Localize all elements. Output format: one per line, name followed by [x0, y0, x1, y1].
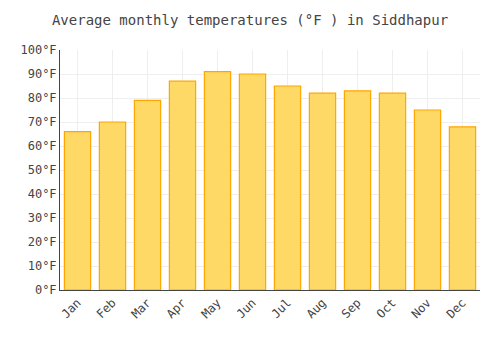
svg-text:10°F: 10°F — [28, 259, 57, 273]
svg-text:Feb: Feb — [94, 296, 119, 321]
svg-text:90°F: 90°F — [28, 67, 57, 81]
svg-text:Jan: Jan — [59, 296, 84, 321]
svg-text:0°F: 0°F — [35, 283, 57, 297]
svg-text:30°F: 30°F — [28, 211, 57, 225]
svg-text:Dec: Dec — [444, 296, 469, 321]
svg-text:80°F: 80°F — [28, 91, 57, 105]
svg-text:20°F: 20°F — [28, 235, 57, 249]
svg-text:Apr: Apr — [164, 296, 189, 321]
svg-text:Mar: Mar — [129, 296, 154, 321]
svg-text:Jun: Jun — [234, 296, 259, 321]
svg-text:60°F: 60°F — [28, 139, 57, 153]
svg-text:40°F: 40°F — [28, 187, 57, 201]
svg-text:Average monthly temperatures (: Average monthly temperatures (°F ) in Si… — [52, 12, 448, 28]
svg-text:50°F: 50°F — [28, 163, 57, 177]
svg-text:70°F: 70°F — [28, 115, 57, 129]
svg-text:Nov: Nov — [409, 296, 434, 321]
svg-text:Sep: Sep — [339, 296, 364, 321]
svg-text:May: May — [199, 296, 224, 321]
svg-text:Oct: Oct — [374, 296, 399, 321]
svg-text:100°F: 100°F — [20, 43, 56, 57]
svg-text:Jul: Jul — [269, 296, 294, 321]
svg-text:Aug: Aug — [304, 296, 329, 321]
